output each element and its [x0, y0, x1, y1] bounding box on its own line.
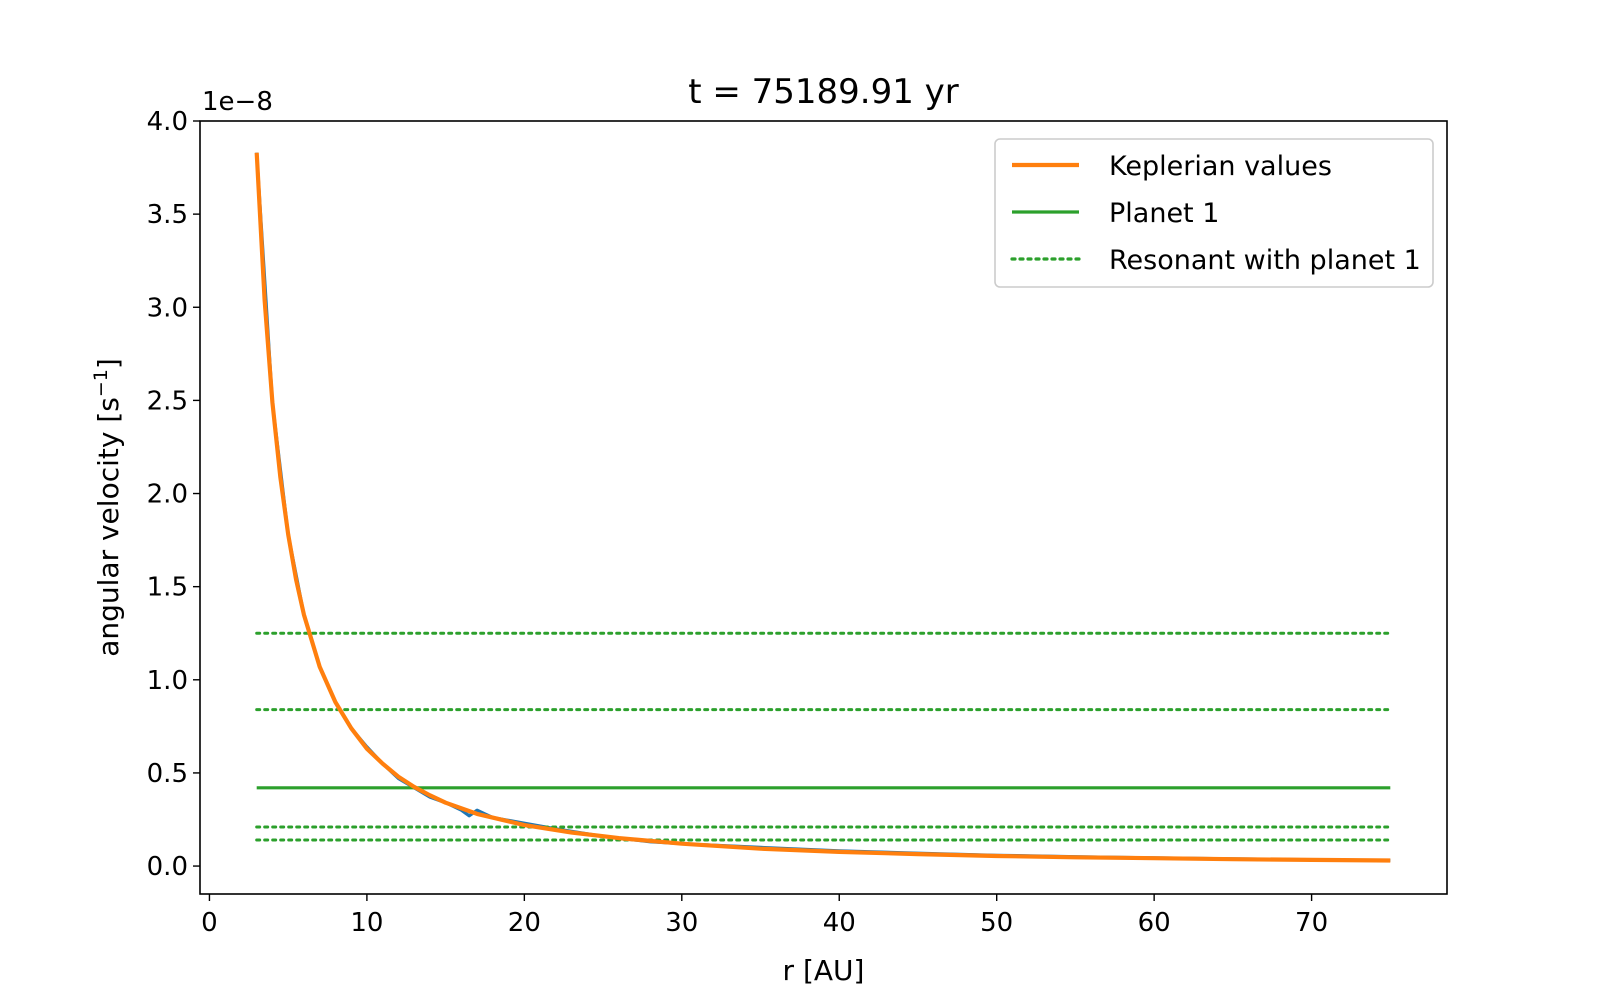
legend-entry-planet-1-label: Planet 1: [1109, 198, 1219, 229]
y-tick-label: 2.5: [147, 386, 188, 416]
y-axis-label-end: ]: [92, 358, 125, 369]
x-axis-label: r [AU]: [783, 954, 865, 987]
y-axis: 0.0 0.5 1.0 1.5 2.0 2.5 3.0 3.5 4.0: [147, 107, 200, 882]
y-tick-label: 3.5: [147, 200, 188, 230]
y-tick-label: 1.5: [147, 573, 188, 603]
y-axis-label-exponent: −1: [90, 369, 112, 397]
x-tick-label: 50: [980, 908, 1013, 938]
x-tick-label: 70: [1295, 908, 1328, 938]
y-tick-label: 1.0: [147, 666, 188, 696]
legend-entry-resonant-label: Resonant with planet 1: [1109, 245, 1421, 276]
legend: Keplerian values Planet 1 Resonant with pl…: [994, 138, 1434, 288]
series-line-keplerian: [254, 152, 1391, 863]
x-tick-label: 40: [823, 908, 856, 938]
x-tick-label: 20: [508, 908, 541, 938]
y-axis-label-main: angular velocity [s: [92, 397, 125, 657]
y-tick-label: 2.0: [147, 480, 188, 510]
x-tick-label: 30: [665, 908, 698, 938]
x-tick-label: 0: [201, 908, 218, 938]
legend-box: [994, 138, 1434, 288]
plot-area: [254, 152, 1392, 863]
y-tick-label: 0.0: [147, 852, 188, 882]
x-tick-label: 10: [350, 908, 383, 938]
legend-entry-keplerian-label: Keplerian values: [1109, 151, 1332, 182]
x-tick-label: 60: [1138, 908, 1171, 938]
y-axis-label: angular velocity [s−1]: [90, 358, 125, 657]
x-axis: 0 10 20 30 40 50 60 70: [201, 894, 1328, 938]
y-tick-label: 0.5: [147, 759, 188, 789]
y-axis-offset-label: 1e−8: [202, 87, 273, 117]
y-tick-label: 3.0: [147, 293, 188, 323]
y-tick-label: 4.0: [147, 107, 188, 137]
axes-frame: [199, 120, 1448, 895]
chart-title: t = 75189.91 yr: [688, 72, 959, 112]
